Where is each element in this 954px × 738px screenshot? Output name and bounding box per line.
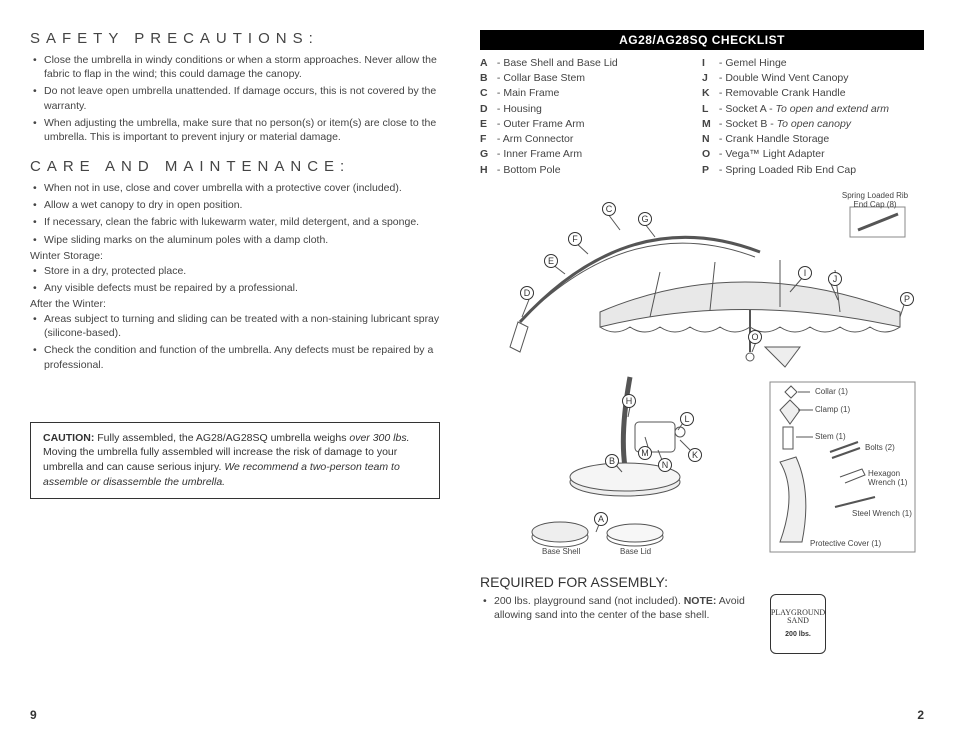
care-item: When not in use, close and cover umbrell… [30,181,440,195]
label-steel: Steel Wrench (1) [852,510,912,519]
care-list: When not in use, close and cover umbrell… [30,181,440,247]
callout-d: D [520,286,534,300]
label-hex: Hexagon Wrench (1) [868,470,913,488]
safety-item: Close the umbrella in windy conditions o… [30,53,440,81]
sand-label-2: 200 lbs. [785,631,811,638]
checklist-row: D - Housing [480,102,702,117]
page-number-left: 9 [30,708,37,722]
checklist-row: A - Base Shell and Base Lid [480,56,702,71]
care-item: Wipe sliding marks on the aluminum poles… [30,233,440,247]
checklist-row: G - Inner Frame Arm [480,147,702,162]
label-cover: Protective Cover (1) [810,540,881,549]
right-column: AG28/AG28SQ CHECKLIST A - Base Shell and… [470,30,924,718]
checklist-row: E - Outer Frame Arm [480,117,702,132]
callout-i: I [798,266,812,280]
winter-label: Winter Storage: [30,250,440,262]
winter-item: Store in a dry, protected place. [30,264,440,278]
sand-label-1: PLAYGROUND SAND [771,609,825,625]
left-column: SAFETY PRECAUTIONS: Close the umbrella i… [30,30,470,718]
label-base-lid: Base Lid [620,548,651,557]
after-item: Check the condition and function of the … [30,343,440,371]
label-stem: Stem (1) [815,433,846,442]
sand-bag-icon: PLAYGROUND SAND 200 lbs. [770,594,826,654]
callout-g: G [638,212,652,226]
checklist-row: O - Vega™ Light Adapter [702,147,924,162]
callout-p: P [900,292,914,306]
checklist-row: I - Gemel Hinge [702,56,924,71]
label-base-shell: Base Shell [542,548,580,557]
callout-e: E [544,254,558,268]
label-bolts: Bolts (2) [865,444,895,453]
umbrella-diagram-svg [480,192,920,562]
care-heading: CARE AND MAINTENANCE: [30,158,440,175]
callout-b: B [605,454,619,468]
care-item: Allow a wet canopy to dry in open positi… [30,198,440,212]
caution-bold: CAUTION: [43,432,94,444]
callout-k: K [688,448,702,462]
required-row: 200 lbs. playground sand (not included).… [480,594,924,654]
safety-heading: SAFETY PRECAUTIONS: [30,30,440,47]
page-spread: SAFETY PRECAUTIONS: Close the umbrella i… [0,0,954,738]
safety-item: When adjusting the umbrella, make sure t… [30,116,440,144]
callout-l: L [680,412,694,426]
checklist-row: H - Bottom Pole [480,163,702,178]
callout-a: A [594,512,608,526]
safety-list: Close the umbrella in windy conditions o… [30,53,440,144]
diagram: C G F E D I J P O H M L B N K A Spring L… [480,192,920,562]
callout-m: M [638,446,652,460]
checklist-title: AG28/AG28SQ CHECKLIST [480,30,924,50]
winter-list: Store in a dry, protected place. Any vis… [30,264,440,295]
checklist-row: J - Double Wind Vent Canopy [702,71,924,86]
callout-f: F [568,232,582,246]
caution-text: Fully assembled, the AG28/AG28SQ umbrell… [94,432,349,444]
checklist-row: P - Spring Loaded Rib End Cap [702,163,924,178]
page-number-right: 2 [917,708,924,722]
checklist-row: C - Main Frame [480,86,702,101]
required-heading: REQUIRED FOR ASSEMBLY: [480,574,924,590]
callout-h: H [622,394,636,408]
label-spring-cap: Spring Loaded Rib End Cap (8) [840,192,910,210]
caution-box: CAUTION: Fully assembled, the AG28/AG28S… [30,422,440,499]
checklist-columns: A - Base Shell and Base Lid B - Collar B… [480,56,924,178]
care-item: If necessary, clean the fabric with luke… [30,215,440,229]
after-list: Areas subject to turning and sliding can… [30,312,440,372]
checklist-col-2: I - Gemel Hinge J - Double Wind Vent Can… [702,56,924,178]
after-item: Areas subject to turning and sliding can… [30,312,440,340]
checklist-row: L - Socket A - To open and extend arm [702,102,924,117]
checklist-col-1: A - Base Shell and Base Lid B - Collar B… [480,56,702,178]
checklist-row: B - Collar Base Stem [480,71,702,86]
required-text: 200 lbs. playground sand (not included).… [480,594,750,625]
caution-italic: over 300 lbs. [349,432,409,444]
label-clamp: Clamp (1) [815,406,850,415]
checklist-row: M - Socket B - To open canopy [702,117,924,132]
callout-n: N [658,458,672,472]
callout-c: C [602,202,616,216]
callout-o: O [748,330,762,344]
checklist-row: F - Arm Connector [480,132,702,147]
label-collar: Collar (1) [815,388,848,397]
checklist-row: K - Removable Crank Handle [702,86,924,101]
winter-item: Any visible defects must be repaired by … [30,281,440,295]
safety-item: Do not leave open umbrella unattended. I… [30,84,440,112]
callout-j: J [828,272,842,286]
required-item: 200 lbs. playground sand (not included).… [480,594,750,622]
after-label: After the Winter: [30,298,440,310]
checklist-row: N - Crank Handle Storage [702,132,924,147]
